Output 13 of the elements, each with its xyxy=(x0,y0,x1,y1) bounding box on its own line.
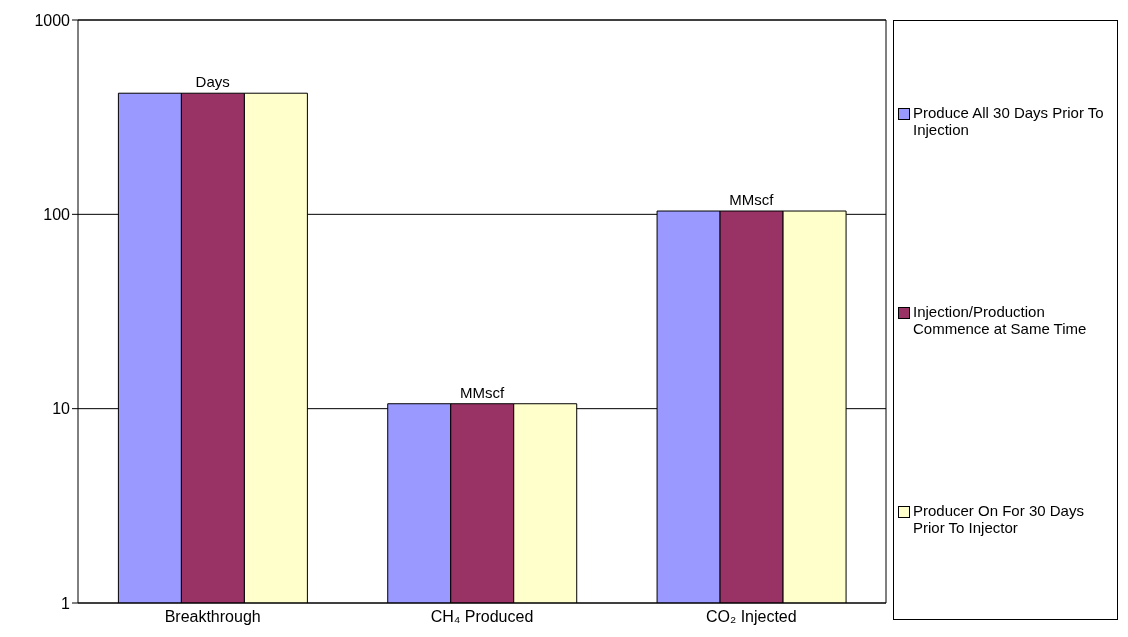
y-tick-label: 10 xyxy=(52,400,71,418)
annotation: MMscf xyxy=(459,383,505,401)
x-tick-label: Breakthrough xyxy=(164,608,261,626)
annotation: MMscf xyxy=(729,191,775,209)
legend-label: Producer On For 30 Days Prior To Injector xyxy=(913,502,1085,537)
y-tick-label: 1 xyxy=(61,594,71,612)
y-tick-label: 1000 xyxy=(34,11,71,29)
legend-label: Produce All 30 Days Prior To Injection xyxy=(913,103,1105,138)
legend-label: Injection/Production Commence at Same Time xyxy=(913,302,1088,337)
x-tick-label: CH₄ Produced xyxy=(430,608,534,626)
annotation: Days xyxy=(195,73,230,91)
x-tick-label: CO₂ Injected xyxy=(705,608,797,626)
y-tick-label: 100 xyxy=(43,206,71,224)
